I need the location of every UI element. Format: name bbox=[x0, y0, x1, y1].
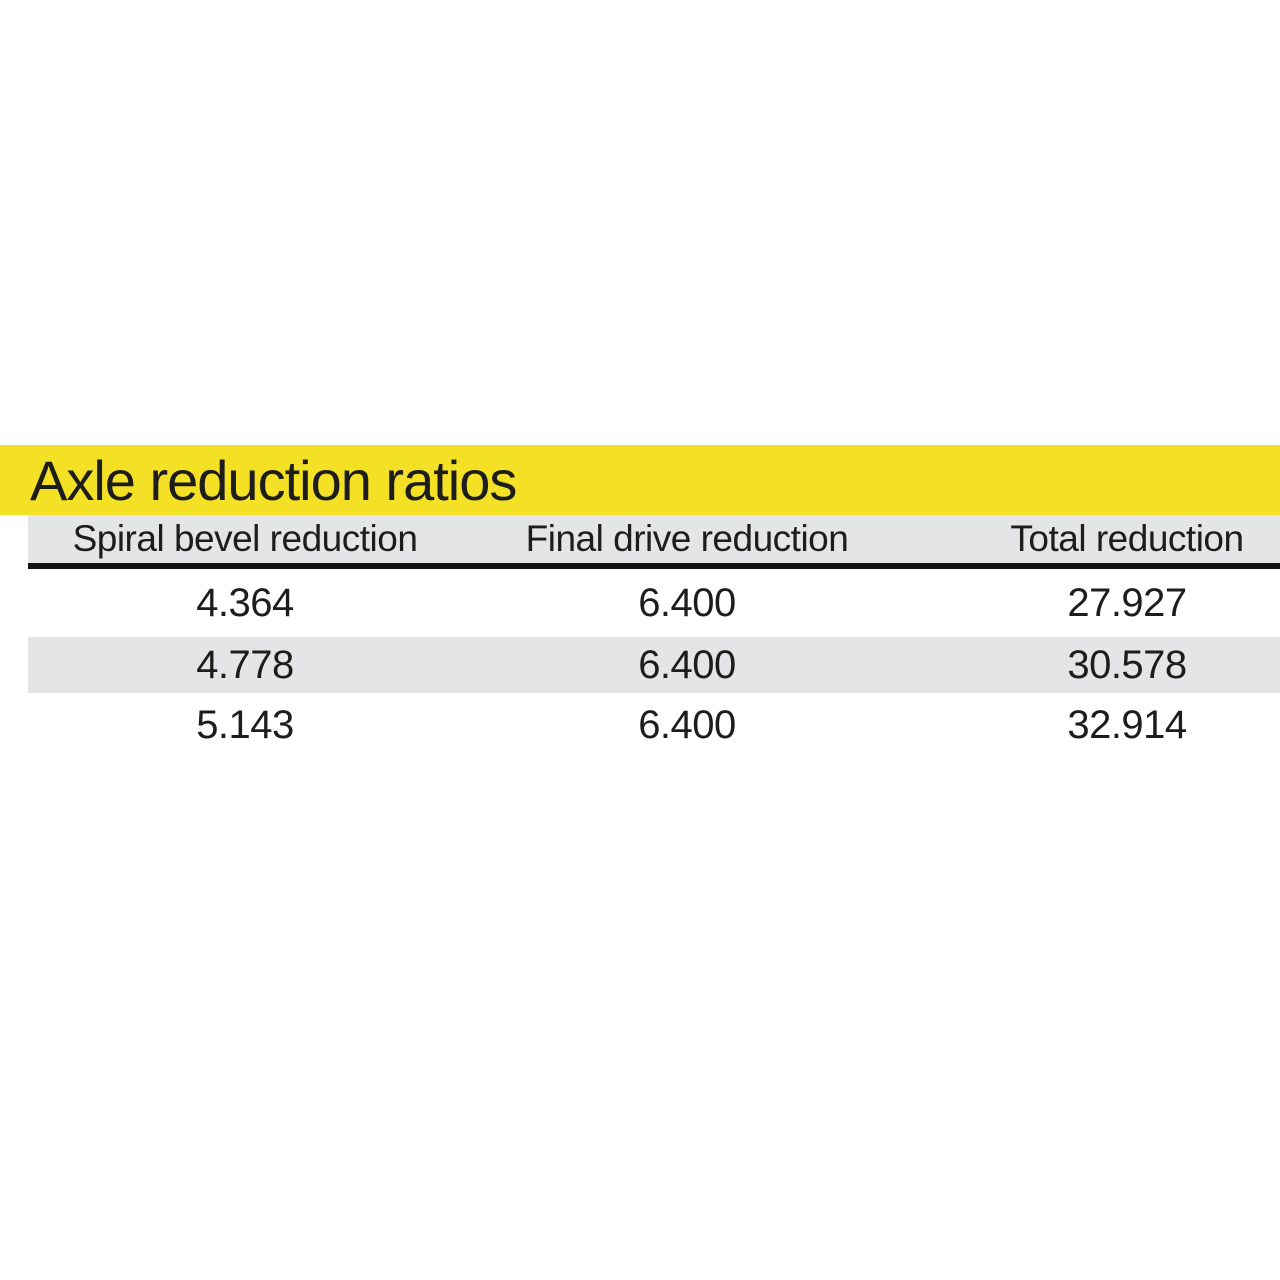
section-title: Axle reduction ratios bbox=[30, 448, 517, 512]
table-cell-total: 30.578 bbox=[1067, 642, 1187, 687]
table-row: 5.143 6.400 32.914 bbox=[28, 693, 1280, 757]
table-cell-spiral-bevel: 4.364 bbox=[196, 580, 294, 625]
table-cell-final-drive: 6.400 bbox=[638, 580, 736, 625]
table-header-row: Spiral bevel reduction Final drive reduc… bbox=[28, 515, 1280, 563]
table-cell-spiral-bevel: 4.778 bbox=[196, 642, 294, 687]
table-cell-final-drive: 6.400 bbox=[638, 702, 736, 747]
column-header-final-drive-reduction: Final drive reduction bbox=[525, 518, 849, 559]
header-divider-rule bbox=[28, 563, 1280, 569]
table-row: 4.778 6.400 30.578 bbox=[28, 637, 1280, 693]
section-title-band: Axle reduction ratios bbox=[0, 445, 1280, 515]
table-cell-final-drive: 6.400 bbox=[638, 642, 736, 687]
axle-reduction-table: Spiral bevel reduction Final drive reduc… bbox=[28, 515, 1280, 757]
table-cell-total: 27.927 bbox=[1067, 580, 1187, 625]
column-header-total-reduction: Total reduction bbox=[1010, 518, 1244, 559]
table-row: 4.364 6.400 27.927 bbox=[28, 569, 1280, 637]
table-cell-total: 32.914 bbox=[1067, 702, 1187, 747]
column-header-spiral-bevel-reduction: Spiral bevel reduction bbox=[72, 518, 418, 559]
table-cell-spiral-bevel: 5.143 bbox=[196, 702, 294, 747]
